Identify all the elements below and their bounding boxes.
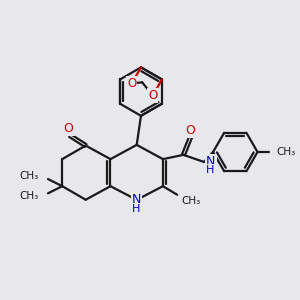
Text: CH₃: CH₃: [20, 191, 39, 201]
Text: N: N: [132, 194, 141, 206]
Text: CH₃: CH₃: [182, 196, 201, 206]
Text: H: H: [206, 165, 214, 175]
Text: O: O: [186, 124, 196, 137]
Text: H: H: [132, 204, 140, 214]
Text: O: O: [127, 77, 136, 90]
Text: CH₃: CH₃: [20, 171, 39, 181]
Text: N: N: [206, 155, 216, 169]
Text: O: O: [148, 89, 157, 102]
Text: CH₃: CH₃: [277, 147, 296, 157]
Text: O: O: [64, 122, 74, 135]
